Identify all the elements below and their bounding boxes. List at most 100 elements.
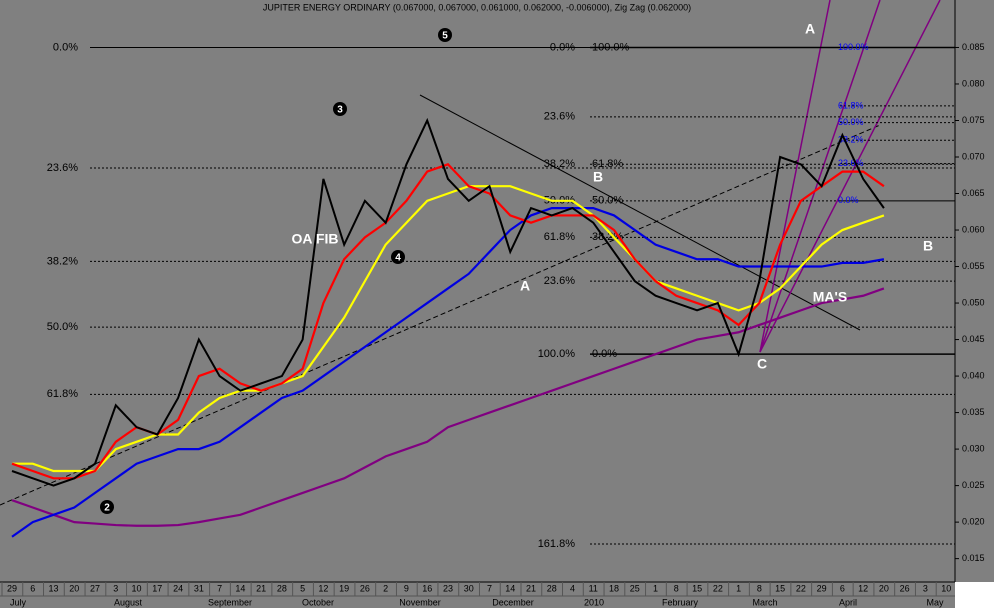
fib-label: 50.0%: [47, 321, 78, 333]
y-tick-label: 0.070: [962, 151, 985, 161]
month-label: July: [10, 597, 27, 607]
month-label: May: [926, 597, 944, 607]
month-label: August: [114, 597, 143, 607]
trend-lines: [0, 0, 941, 506]
x-tick-label: 14: [235, 583, 245, 593]
month-label: April: [839, 597, 857, 607]
annotation: A: [805, 21, 815, 37]
y-tick-label: 0.060: [962, 224, 985, 234]
x-tick-label: 30: [464, 583, 474, 593]
x-tick-label: 17: [152, 583, 162, 593]
x-tick-label: 15: [775, 583, 785, 593]
fib-label: 100.0%: [838, 42, 869, 52]
month-label: December: [492, 597, 534, 607]
x-tick-label: 9: [404, 583, 409, 593]
fib-label: 23.6%: [47, 162, 78, 174]
fib-label: 23.6%: [838, 158, 864, 168]
wave-marker: [391, 250, 405, 264]
fib-label: 50.0%: [838, 117, 864, 127]
month-label: February: [662, 597, 699, 607]
x-tick-label: 3: [113, 583, 118, 593]
fib-label: 0.0%: [592, 348, 617, 360]
y-tick-label: 0.045: [962, 334, 985, 344]
x-tick-label: 11: [589, 583, 598, 593]
month-label: November: [399, 597, 441, 607]
y-tick-label: 0.075: [962, 115, 985, 125]
x-tick-label: 14: [505, 583, 515, 593]
x-tick-label: 24: [173, 583, 183, 593]
x-tick-label: 25: [630, 583, 640, 593]
chart-title: JUPITER ENERGY ORDINARY (0.067000, 0.067…: [263, 2, 691, 12]
x-tick-label: 12: [318, 583, 328, 593]
series-line: [11, 117, 885, 487]
x-tick-label: 27: [90, 583, 100, 593]
fib-label: 38.2%: [838, 135, 864, 145]
fib-label: 100.0%: [592, 41, 630, 53]
x-tick-label: 6: [840, 583, 845, 593]
fib-label: 100.0%: [538, 348, 576, 360]
x-tick-label: 10: [132, 583, 142, 593]
fib-label: 61.8%: [838, 100, 864, 110]
x-tick-label: 21: [526, 583, 536, 593]
fib-label: 23.6%: [544, 111, 575, 123]
fib-label: 50.0%: [592, 195, 623, 207]
x-tick-label: 21: [256, 583, 266, 593]
x-tick-label: 18: [609, 583, 619, 593]
x-tick-label: 12: [858, 583, 868, 593]
wave-label: 4: [395, 253, 401, 264]
x-tick-label: 28: [277, 583, 287, 593]
x-tick-label: 3: [923, 583, 928, 593]
annotation: OA FIB: [292, 231, 339, 247]
x-tick-label: 22: [713, 583, 723, 593]
y-tick-label: 0.050: [962, 297, 985, 307]
x-tick-label: 2: [383, 583, 388, 593]
y-tick-label: 0.020: [962, 516, 985, 526]
x-tick-label: 26: [360, 583, 370, 593]
x-tick-label: 16: [422, 583, 432, 593]
fib-label: 0.0%: [53, 41, 78, 53]
fib-label: 161.8%: [538, 538, 576, 550]
month-label: March: [752, 597, 777, 607]
y-tick-label: 0.035: [962, 407, 985, 417]
fib-label: 38.2%: [47, 255, 78, 267]
x-tick-label: 29: [7, 583, 17, 593]
series-line: [11, 207, 885, 538]
fib-label: 61.8%: [544, 231, 575, 243]
x-tick-label: 28: [547, 583, 557, 593]
x-tick-label: 23: [443, 583, 453, 593]
fib-label: 0.0%: [550, 41, 575, 53]
annotation: A: [520, 278, 530, 294]
x-tick-label: 1: [653, 583, 658, 593]
x-tick-label: 20: [69, 583, 79, 593]
wave-marker: [333, 102, 347, 116]
x-tick-label: 13: [49, 583, 59, 593]
x-tick-label: 20: [879, 583, 889, 593]
annotation: B: [923, 238, 933, 254]
y-tick-label: 0.085: [962, 42, 985, 52]
wave-label: 3: [337, 105, 343, 116]
fib-label: 61.8%: [47, 388, 78, 400]
x-tick-label: 1: [736, 583, 741, 593]
y-tick-label: 0.040: [962, 370, 985, 380]
wave-label: 5: [442, 31, 448, 42]
x-tick-label: 5: [300, 583, 305, 593]
month-label: 2010: [584, 597, 604, 607]
fan-line: [759, 0, 941, 353]
corner: [955, 582, 994, 608]
x-tick-label: 19: [339, 583, 349, 593]
y-tick-label: 0.065: [962, 188, 985, 198]
annotation: MA'S: [813, 289, 847, 305]
x-tick-label: 6: [30, 583, 35, 593]
x-tick-label: 7: [217, 583, 222, 593]
y-tick-label: 0.030: [962, 443, 985, 453]
x-tick-label: 22: [796, 583, 806, 593]
x-tick-label: 15: [692, 583, 702, 593]
x-tick-label: 7: [487, 583, 492, 593]
series-line: [11, 287, 885, 527]
x-tick-label: 26: [900, 583, 910, 593]
x-tick-label: 29: [817, 583, 827, 593]
fib-label: 23.6%: [544, 275, 575, 287]
